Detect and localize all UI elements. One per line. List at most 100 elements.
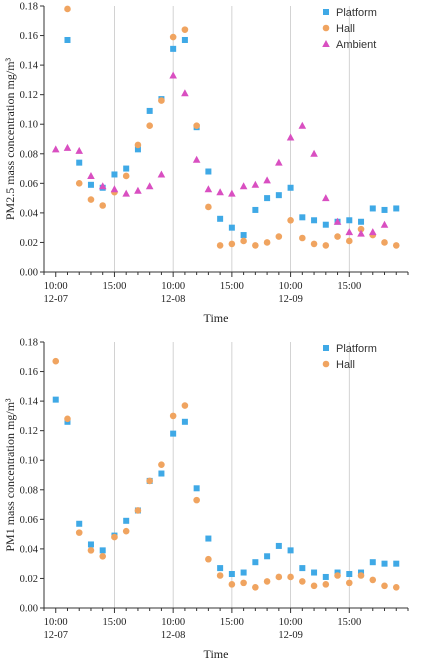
hall-point <box>322 242 330 249</box>
platform-point <box>87 181 94 188</box>
hall-point <box>87 196 95 203</box>
ambient-point <box>134 186 142 194</box>
legend-ambient-marker <box>322 40 330 47</box>
legend-platform-marker <box>323 345 329 351</box>
hall-point <box>181 402 189 409</box>
legend-hall-label: Hall <box>336 359 355 371</box>
ambient-point <box>157 170 166 178</box>
platform-point <box>252 559 259 566</box>
pm25-chart-panel: 0.00 0.02 0.04 0.06 0.08 0.10 0.12 0.14 0.16 0.18… <box>3 2 409 325</box>
y-tick-label: 0.06 <box>20 179 38 190</box>
hall-point <box>181 26 189 33</box>
ambient-point <box>322 194 330 202</box>
hall-point <box>64 5 71 13</box>
platform-point <box>299 565 306 572</box>
ambient-point <box>204 185 213 193</box>
legend-hall-marker <box>322 24 330 32</box>
platform-point <box>181 36 188 43</box>
platform-point <box>170 430 177 437</box>
hall-point <box>193 122 200 129</box>
y-tick-label: 0.16 <box>20 367 38 378</box>
hall-point <box>334 233 341 240</box>
x-tick-label: 15:00 <box>220 617 244 628</box>
ambient-point <box>345 228 354 236</box>
hall-point <box>87 547 95 554</box>
ambient-point <box>251 180 260 188</box>
hall-point <box>205 555 212 563</box>
ambient-point <box>63 143 72 151</box>
hall-point <box>345 237 353 245</box>
ambient-point <box>110 185 119 193</box>
platform-point <box>264 195 271 202</box>
legend-hall-marker <box>322 360 330 368</box>
x-tick-date-label: 12-08 <box>161 294 186 305</box>
platform-point <box>146 107 153 114</box>
pm25-chart: 0.00 0.02 0.04 0.06 0.08 0.10 0.12 0.14 0.16 0.18… <box>3 2 409 325</box>
hall-point <box>146 122 153 129</box>
y-tick-label: 0.12 <box>20 90 38 101</box>
y-tick-label: 0.18 <box>20 2 38 13</box>
x-axis-label: Time <box>204 647 229 661</box>
hall-point <box>216 572 224 579</box>
hall-point <box>345 579 353 587</box>
platform-point <box>52 396 59 403</box>
platform-point <box>322 221 329 228</box>
hall-point <box>169 412 177 420</box>
ambient-point <box>75 146 84 154</box>
hall-point <box>275 573 283 581</box>
y-tick-label: 0.04 <box>20 208 39 219</box>
platform-point <box>217 565 224 572</box>
hall-point <box>146 477 153 485</box>
ambient-point <box>98 182 107 190</box>
ambient-point <box>333 217 342 225</box>
legend-hall-label: Hall <box>336 23 355 35</box>
hall-point <box>252 242 259 249</box>
y-tick-label: 0.00 <box>20 604 38 615</box>
ambient-point <box>169 71 177 79</box>
legend-ambient-label: Ambient <box>336 39 376 51</box>
platform-point <box>287 184 294 191</box>
y-tick-label: 0.06 <box>20 515 38 526</box>
x-tick-date-label: 12-09 <box>278 294 303 305</box>
hall-point <box>310 240 318 248</box>
ambient-point <box>368 228 377 236</box>
ambient-point <box>380 220 389 228</box>
hall-point <box>310 582 318 590</box>
hall-point <box>193 496 200 504</box>
hall-point <box>252 584 259 591</box>
platform-point <box>311 569 318 576</box>
hall-point <box>122 172 130 180</box>
legend-platform-marker <box>323 9 329 15</box>
platform-point <box>287 547 294 554</box>
ambient-point <box>122 189 130 197</box>
x-tick-label: 15:00 <box>102 617 126 628</box>
hall-point <box>334 572 341 579</box>
hall-point <box>75 529 83 536</box>
hall-point <box>134 141 142 149</box>
platform-point <box>346 571 353 578</box>
x-tick-date-label: 12-08 <box>161 630 186 641</box>
ambient-point <box>239 182 248 190</box>
y-tick-label: 0.00 <box>20 268 38 279</box>
platform-point <box>193 485 200 492</box>
platform-point <box>393 560 400 567</box>
hall-point <box>228 240 236 248</box>
platform-point <box>264 553 271 560</box>
platform-point <box>381 206 388 213</box>
hall-point <box>228 581 236 588</box>
ambient-point <box>228 189 236 197</box>
hall-point <box>64 415 71 423</box>
hall-point <box>299 578 306 585</box>
hall-point <box>169 33 177 41</box>
hall-point <box>287 216 294 224</box>
ambient-point <box>192 155 201 163</box>
pm1-chart: 0.00 0.02 0.04 0.06 0.08 0.10 0.12 0.14 0.16 0.18… <box>3 338 409 661</box>
hall-point <box>263 239 271 246</box>
hall-point <box>240 237 247 245</box>
y-tick-label: 0.14 <box>20 61 39 72</box>
hall-point <box>392 584 400 591</box>
platform-point <box>76 520 83 527</box>
platform-point <box>358 218 365 225</box>
hall-point <box>99 552 107 560</box>
ambient-point <box>286 133 295 141</box>
